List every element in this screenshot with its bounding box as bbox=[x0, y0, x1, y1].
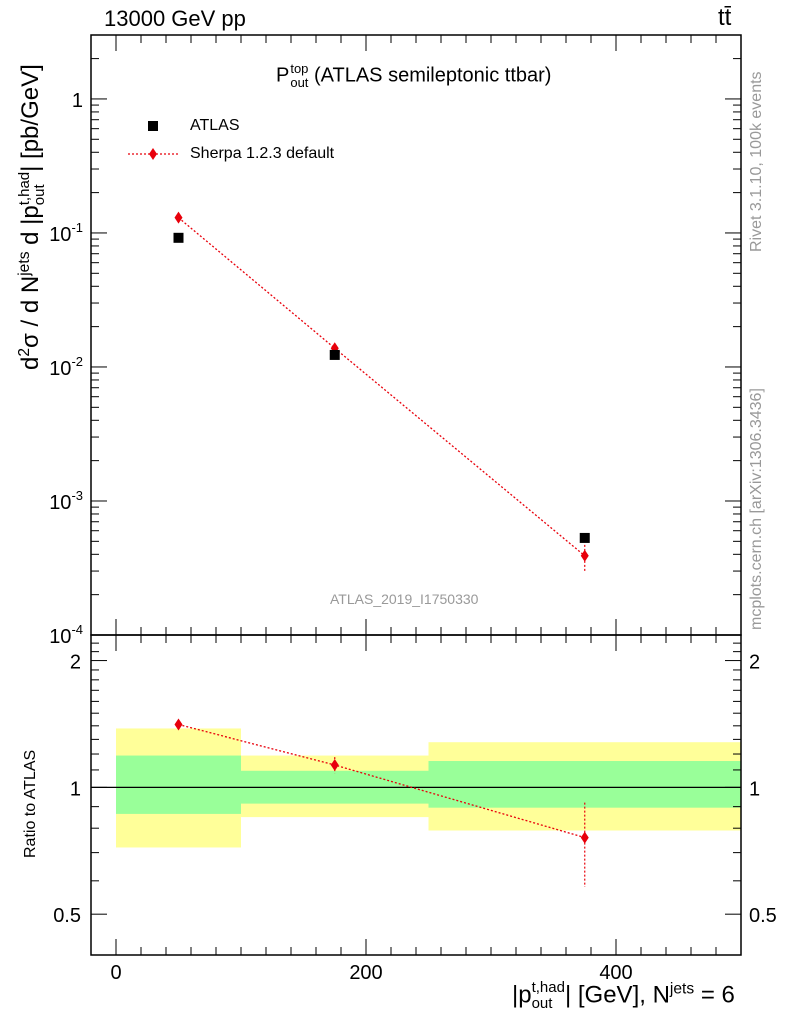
ratio-ytick-label: 0.5 bbox=[53, 905, 81, 927]
ratio-ytick-label: 2 bbox=[70, 652, 81, 674]
rivet-version-label: Rivet 3.1.10, 100k events bbox=[748, 71, 765, 252]
ratio-sherpa-point bbox=[330, 759, 339, 772]
mcplots-label: mcplots.cern.ch [arXiv:1306.3436] bbox=[748, 388, 765, 630]
x-axis-title: |p t,had out | [GeV], Njets = 6 bbox=[512, 979, 735, 1012]
ratio-xtick-label: 200 bbox=[349, 962, 382, 984]
ratio-xtick-label: 400 bbox=[599, 962, 632, 984]
legend-label-sherpa: Sherpa 1.2.3 default bbox=[190, 145, 335, 162]
ratio-sherpa-point bbox=[580, 831, 589, 844]
main-ytick-label: 10-3 bbox=[49, 488, 83, 514]
ratio-band-inner-0 bbox=[116, 755, 241, 814]
y-axis-title: d2σ / d Njets d |p t,had out | [pb/GeV] bbox=[15, 64, 48, 370]
atlas-point bbox=[329, 349, 340, 360]
legend: ATLAS Sherpa 1.2.3 default bbox=[128, 112, 334, 168]
sherpa-line bbox=[178, 217, 586, 557]
ratio-ytick-label: 1 bbox=[70, 778, 81, 800]
ratio-ytick-label-right: 1 bbox=[749, 778, 760, 800]
legend-item-atlas: ATLAS bbox=[128, 112, 334, 140]
legend-item-sherpa: Sherpa 1.2.3 default bbox=[128, 140, 334, 168]
energy-label: 13000 GeV pp bbox=[104, 6, 246, 31]
atlas-point bbox=[173, 232, 184, 243]
atlas-point bbox=[579, 532, 590, 543]
ratio-ytick-label-right: 0.5 bbox=[749, 905, 777, 927]
ratio-ytick-label-right: 2 bbox=[749, 652, 760, 674]
main-ytick-label: 1 bbox=[72, 90, 83, 112]
ratio-xtick-label: 0 bbox=[110, 962, 121, 984]
legend-label-atlas: ATLAS bbox=[190, 117, 240, 134]
process-label: tt̄ bbox=[718, 4, 732, 31]
analysis-watermark: ATLAS_2019_I1750330 bbox=[330, 591, 479, 607]
ratio-sherpa-point bbox=[174, 718, 183, 731]
main-ytick-label: 10-2 bbox=[49, 354, 83, 380]
sherpa-point bbox=[174, 211, 183, 224]
main-ytick-label: 10-4 bbox=[49, 622, 83, 648]
main-ytick-label: 10-1 bbox=[49, 220, 83, 246]
ratio-axis-title: Ratio to ATLAS bbox=[22, 749, 39, 858]
sherpa-point bbox=[580, 549, 589, 562]
ratio-band-inner-2 bbox=[428, 761, 741, 808]
